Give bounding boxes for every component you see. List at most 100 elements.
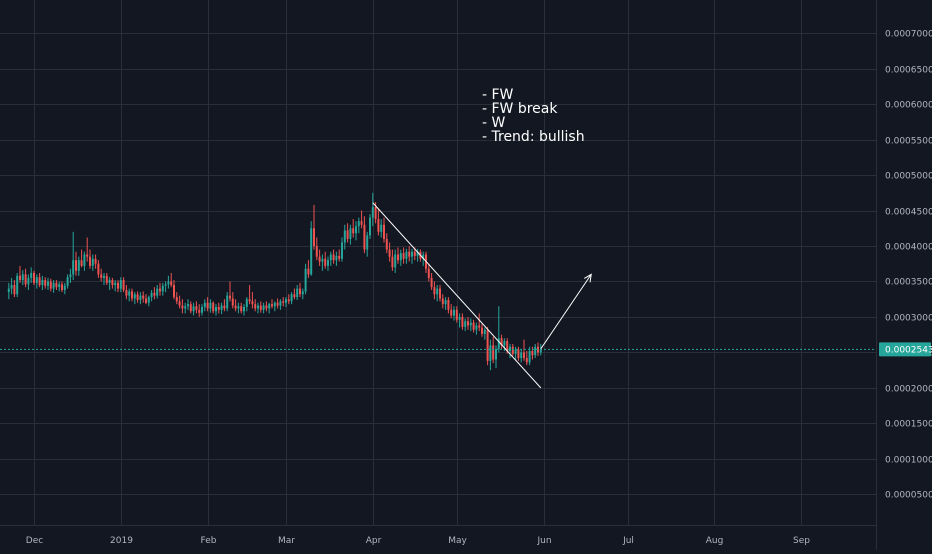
y-tick-label: 0.0006500 [885,66,932,76]
current-price-tag-bg [879,342,931,357]
annotation-text[interactable]: - FW - FW break - W- Trend: bullish [482,87,585,145]
candle [436,285,439,302]
candle [184,302,187,314]
candle [450,304,453,319]
candle [273,301,276,312]
candle [290,292,293,305]
candle [21,270,24,286]
x-tick-label: 2019 [110,536,133,546]
candle [469,318,472,332]
candle [377,209,380,236]
candle [492,336,495,364]
candle [75,251,77,276]
candle [441,294,444,309]
candle-layer [7,192,542,371]
y-tick-label: 0.0007000 [885,30,932,40]
candle [105,272,108,286]
candle [388,242,391,262]
annotation-line: - Trend: bullish [482,129,585,145]
candle [167,275,170,289]
candle [318,249,321,266]
candle [310,221,313,276]
candle [161,282,164,296]
candle [301,288,304,300]
candle [231,292,234,309]
arrow-drawing[interactable] [540,273,592,350]
drawing-layer[interactable] [372,202,592,389]
candle [159,282,161,296]
candle [520,348,523,363]
y-tick-label: 0.0001500 [885,420,932,430]
candle [321,254,324,271]
candle [268,302,271,314]
candle [464,318,467,332]
candle [360,210,363,229]
candle [254,299,257,312]
candle [385,233,388,254]
time-axis[interactable]: Dec 2019 Feb Mar Apr May Jun Jul Aug Sep [26,536,810,546]
candle [248,285,251,305]
candle [226,292,229,312]
candle [147,295,150,307]
candle [122,277,125,293]
candle [103,272,105,286]
candle [307,260,310,278]
candle [223,299,226,312]
candle [10,277,13,295]
candle [229,281,231,302]
candle [324,251,327,269]
candle [178,295,181,309]
candle [119,277,122,293]
price-axis[interactable]: 0.0000500 0.0001000 0.0001500 0.0002000 0.00… [885,30,932,501]
candle [332,249,335,264]
candle [217,302,220,314]
candle [66,274,69,289]
candle [13,280,16,298]
annotation-line: - FW [482,87,514,103]
candle [534,343,537,359]
candle [203,299,206,312]
candle [215,304,217,316]
candle [136,291,139,303]
candle [509,343,511,359]
candle [511,343,514,356]
candle [481,324,483,337]
candle [486,326,489,366]
candle [411,248,413,264]
candle [416,248,419,262]
candle [408,246,411,262]
candle [97,260,100,278]
trendline[interactable] [372,202,542,389]
candle [276,298,279,309]
candle [133,292,136,305]
candle [380,219,383,238]
candle [44,277,47,289]
y-tick-label: 0.0006000 [885,101,932,111]
candle [285,297,287,308]
candle [293,288,296,300]
candle [192,302,195,316]
candle [80,249,83,268]
candle [100,268,103,282]
candle [355,221,357,241]
candle [16,272,19,298]
candle [145,294,147,305]
y-tick-label: 0.0001000 [885,456,932,466]
candle [523,339,525,361]
candle [341,237,343,262]
candle [427,263,430,282]
candle [287,294,290,305]
current-price-tag-label: 0.0002543 [885,345,932,355]
candle [265,301,268,312]
candle [483,327,486,340]
candle [27,274,30,290]
candle [128,288,131,302]
y-tick-label: 0.0004500 [885,208,932,218]
annotation-line: - W [482,115,506,131]
candle [363,216,366,254]
candle [35,274,38,289]
candle [125,285,128,300]
